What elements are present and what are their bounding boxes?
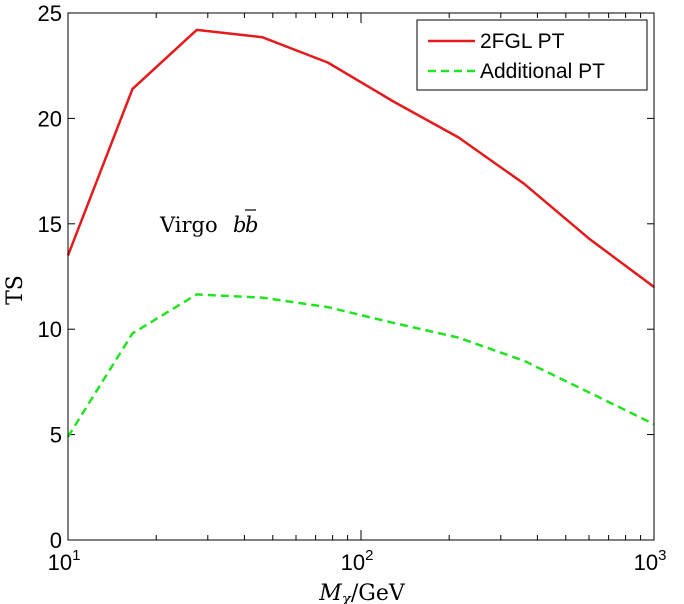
legend-box — [416, 19, 648, 91]
plot-area-frame — [67, 12, 655, 541]
legend-label-2fgl: 2FGL PT — [480, 30, 565, 53]
y-tick-label: 5 — [50, 423, 62, 448]
x-axis-label: Mχ/GeV — [318, 581, 406, 604]
series-line-2fgl-pt — [66, 28, 655, 289]
y-tick-label: 20 — [38, 106, 62, 131]
legend: 2FGL PT Additional PT — [416, 19, 648, 91]
y-tick-label: 0 — [50, 528, 62, 553]
series-line-additional-pt — [66, 293, 655, 438]
series-layer — [66, 28, 655, 438]
annotation-b: b — [233, 213, 246, 237]
x-axis-label-var: M — [318, 581, 342, 604]
annotation-virgo-bb: Virgo b b — [159, 209, 258, 237]
y-tick-label: 10 — [38, 317, 62, 342]
annotation-bbar: b — [245, 213, 258, 237]
y-axis-label: TS — [3, 275, 28, 305]
y-tick-label: 15 — [38, 212, 62, 237]
x-tick-label: 102 — [341, 547, 374, 575]
legend-label-additional: Additional PT — [480, 60, 605, 83]
annotation-word: Virgo — [159, 213, 218, 237]
x-minor-ticks — [155, 13, 642, 540]
x-axis-label-sub: χ — [341, 590, 352, 604]
x-axis-label-unit: /GeV — [351, 581, 406, 604]
x-tick-label: 103 — [634, 547, 667, 575]
y-tick-label: 25 — [38, 1, 62, 26]
x-axis-ticks: 101 102 103 — [48, 13, 667, 575]
y-axis-ticks: 0 5 10 15 20 25 — [38, 1, 654, 553]
x-tick-label: 101 — [48, 547, 81, 575]
